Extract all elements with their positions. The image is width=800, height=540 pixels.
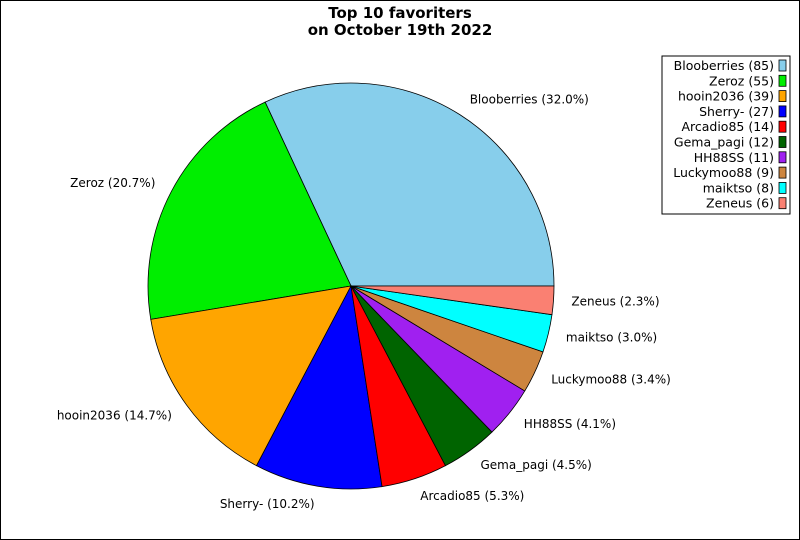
pie-label-luckymoo88: Luckymoo88 (3.4%) — [551, 373, 671, 387]
legend-swatch-zeneus — [778, 197, 787, 210]
legend-swatch-hh88ss — [778, 151, 787, 164]
legend-box — [661, 55, 791, 215]
legend-swatch-gema-pagi — [778, 136, 787, 148]
pie-label-gema-pagi: Gema_pagi (4.5%) — [481, 458, 592, 472]
legend-swatch-luckymoo88 — [778, 166, 787, 179]
legend-label-zeroz: Zeroz (55) — [709, 73, 774, 88]
legend-label-arcadio85: Arcadio85 (14) — [681, 119, 774, 134]
pie-label-zeroz: Zeroz (20.7%) — [70, 176, 155, 190]
legend-label-luckymoo88: Luckymoo88 (9) — [673, 165, 774, 180]
pie-label-arcadio85: Arcadio85 (5.3%) — [420, 489, 524, 503]
pie-label-maiktso: maiktso (3.0%) — [566, 331, 657, 345]
chart-title-line-2: on October 19th 2022 — [308, 21, 493, 39]
legend-swatch-blooberries — [778, 59, 787, 72]
legend-swatch-arcadio85 — [778, 120, 787, 133]
legend-label-maiktso: maiktso (8) — [703, 180, 774, 195]
pie-label-sherry: Sherry- (10.2%) — [220, 497, 315, 511]
pie-slice-zeneus — [350, 285, 555, 316]
legend-swatch-sherry — [778, 105, 787, 118]
pie-label-zeneus: Zeneus (2.3%) — [571, 295, 659, 309]
legend-swatch-maiktso — [778, 181, 787, 194]
legend-swatch-zeroz — [778, 74, 787, 87]
pie-slice-sherry — [255, 284, 383, 490]
legend-label-hh88ss: HH88SS (11) — [694, 150, 774, 165]
legend-label-zeneus: Zeneus (6) — [706, 196, 774, 211]
legend: Blooberries (85)Zeroz (55)hooin2036 (39)… — [661, 55, 791, 215]
pie-slice-zeroz — [147, 101, 352, 320]
chart-title-line-1: Top 10 favoriters — [328, 4, 472, 22]
legend-swatch-hooin2036 — [778, 90, 787, 102]
pie-slice-labels: Blooberries (32.0%) Zeroz (20.7%) hooin203… — [57, 93, 671, 511]
pie-label-hooin2036: hooin2036 (14.7%) — [57, 409, 172, 423]
pie-slices — [147, 82, 555, 490]
legend-label-hooin2036: hooin2036 (39) — [678, 89, 774, 104]
pie-label-hh88ss: HH88SS (4.1%) — [524, 417, 616, 431]
pie-slice-hooin2036 — [150, 285, 352, 467]
chart-title: Top 10 favoriters on October 19th 2022 — [308, 4, 493, 39]
legend-label-blooberries: Blooberries (85) — [674, 58, 774, 73]
pie-slice-blooberries — [264, 82, 555, 287]
legend-label-gema-pagi: Gema_pagi (12) — [674, 135, 774, 150]
pie-label-blooberries: Blooberries (32.0%) — [470, 93, 589, 107]
legend-label-sherry: Sherry- (27) — [699, 104, 774, 119]
